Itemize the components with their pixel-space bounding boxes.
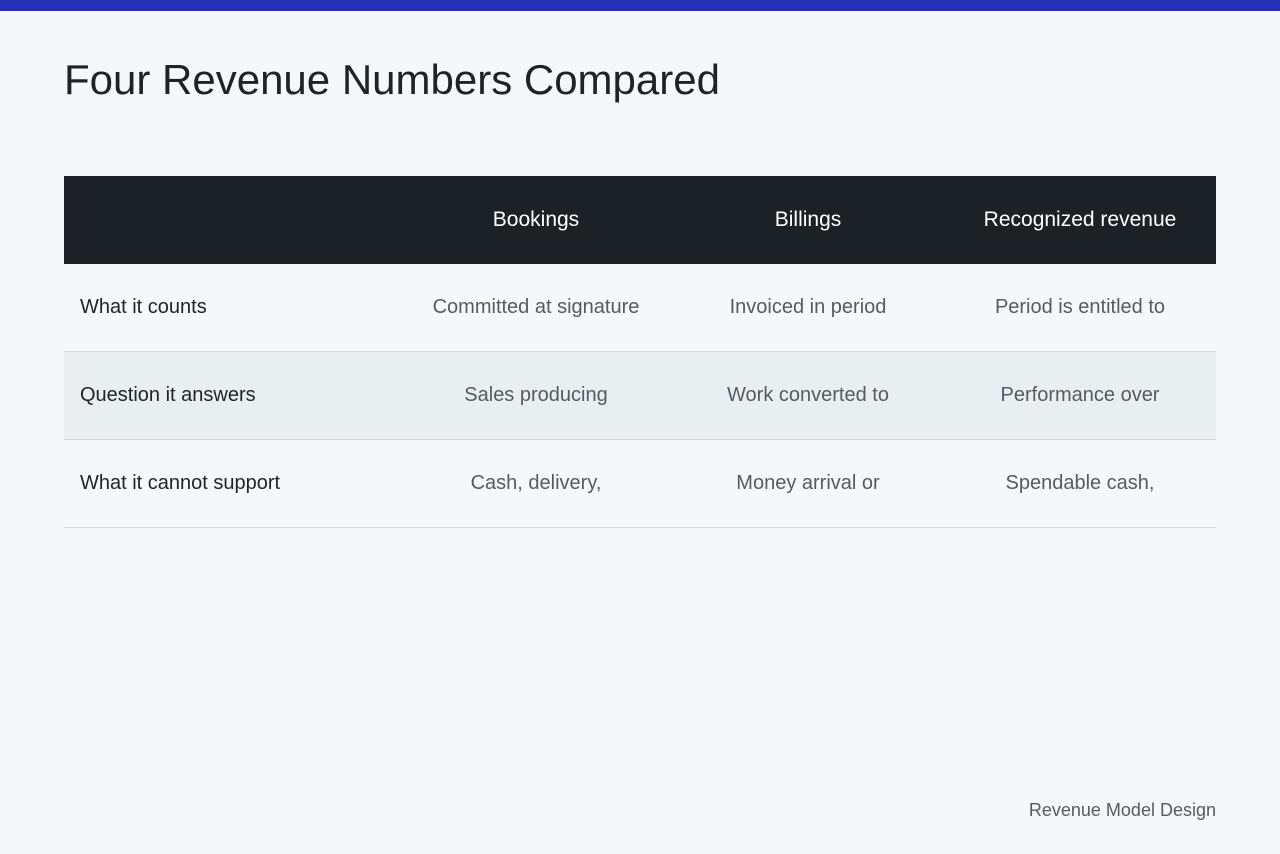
table-row: What it cannot support Cash, delivery, M… [64,440,1216,528]
table-cell: Invoiced in period [729,296,887,318]
page-title: Four Revenue Numbers Compared [64,56,720,103]
table-cell: Work converted to [727,384,889,406]
table-cell: Sales producing [464,384,608,406]
table-row: Question it answers Sales producing Work… [64,352,1216,440]
top-accent-bar [0,0,1280,11]
table-cell: Period is entitled to [994,296,1166,318]
column-header-bookings: Bookings [492,208,580,231]
table-row: What it counts Committed at signature In… [64,264,1216,352]
comparison-table: Bookings Billings Recognized revenue Wha… [64,176,1216,528]
table-cell: Performance over [1000,384,1160,406]
table-cell: Spendable cash, [1005,472,1155,494]
row-label: What it counts [80,296,207,318]
table-cell: Cash, delivery, [470,472,602,494]
table-cell: Money arrival or [736,472,880,494]
column-header-recognized-revenue: Recognized revenue [983,208,1177,231]
row-label: Question it answers [80,384,256,406]
table-header-row: Bookings Billings Recognized revenue [64,176,1216,264]
row-label: What it cannot support [80,472,281,494]
column-header-billings: Billings [774,208,842,231]
footer-caption: Revenue Model Design [1028,800,1216,820]
table-cell: Committed at signature [432,296,640,318]
